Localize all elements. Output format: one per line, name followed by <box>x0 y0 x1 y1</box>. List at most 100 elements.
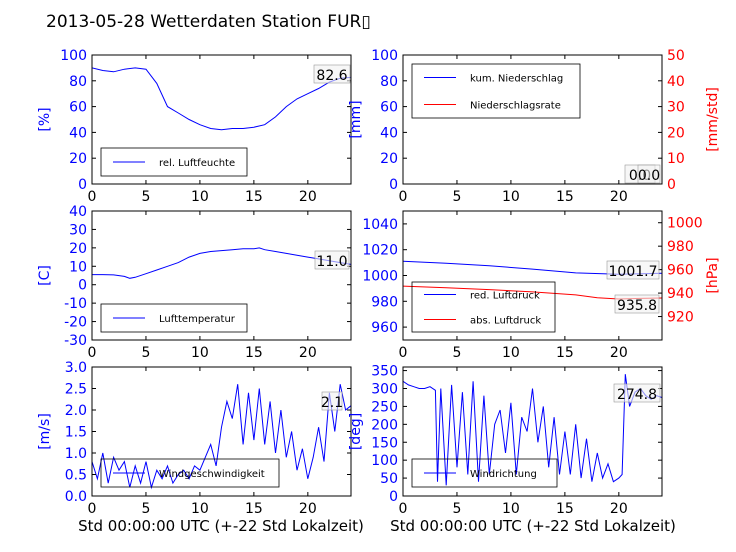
y-right-tick-label: 940 <box>667 286 694 302</box>
y-right-tick-label: 30 <box>667 100 685 116</box>
panel-humidity: 0 5 10 15 20 0 20 40 60 80 100 [%] rel. Luftfeuchte 8… <box>37 48 352 205</box>
y-tick-label: 50 <box>380 471 398 487</box>
y-tick-label: 20 <box>69 241 87 257</box>
annotation-box <box>613 383 661 403</box>
y-axis-label: [deg] <box>348 413 364 450</box>
x-axis-label-left: Std 00:00:00 UTC (+-22 Std Lokalzeit) <box>78 517 364 535</box>
y-right-tick-label: 960 <box>667 263 694 279</box>
panel-temperature: 0 5 10 15 20 -30 -20 -10 0 10 20 30 40 [C] Lufttempera… <box>37 204 352 361</box>
y-right-tick-label: 980 <box>667 239 694 255</box>
y-right-axis-label: [mm/std] <box>705 87 721 152</box>
y-tick-label: 40 <box>380 125 398 141</box>
x-tick-label: 20 <box>299 189 317 205</box>
x-tick-label: 20 <box>610 501 628 517</box>
legend-box <box>411 458 558 488</box>
x-tick-label: 0 <box>88 501 97 517</box>
legend-label: Lufttemperatur <box>159 314 236 325</box>
legend-label: Windgeschwindigkeit <box>159 469 265 480</box>
y-tick-label: 350 <box>371 364 398 380</box>
y-tick-label: 0 <box>389 489 398 505</box>
y-right-tick-label: 920 <box>667 310 694 326</box>
panel-precipitation: 0 5 10 15 20 0 20 40 60 80 100 0 10 20 30 40 50 [mm] [mm/s… <box>348 48 721 205</box>
y-tick-label: 250 <box>371 399 398 415</box>
x-tick-label: 10 <box>502 189 520 205</box>
annotation-value: 1001.7 <box>609 264 658 280</box>
y-tick-label: 10 <box>69 259 87 275</box>
x-tick-label: 10 <box>502 501 520 517</box>
legend-label: red. Luftdruck <box>470 291 540 302</box>
panel-wind-speed: 0 5 10 15 20 0.0 0.5 1.0 1.5 2.0 2.5 3.0 [m/s] Windge… <box>37 360 352 517</box>
series-line-wind-speed-0 <box>92 384 351 490</box>
y-tick-label: -30 <box>64 333 87 349</box>
x-tick-label: 5 <box>452 501 461 517</box>
x-tick-label: 0 <box>399 189 408 205</box>
y-tick-label: 0 <box>78 177 87 193</box>
y-right-tick-label: 10 <box>667 151 685 167</box>
legend-box <box>411 281 556 333</box>
y-tick-label: 1020 <box>362 243 398 259</box>
y-tick-label: 0 <box>78 278 87 294</box>
x-tick-label: 5 <box>141 345 150 361</box>
y-tick-label: 300 <box>371 382 398 398</box>
panel-wind-direction: 0 5 10 15 20050100150200250300350[deg]Windri… <box>348 364 663 517</box>
y-tick-label: 40 <box>69 204 87 220</box>
axes-frame <box>402 366 663 497</box>
x-tick-label: 15 <box>245 189 263 205</box>
y-tick-label: 100 <box>371 48 398 64</box>
y-right-tick-label: 20 <box>667 125 685 141</box>
y-tick-label: 60 <box>69 100 87 116</box>
y-tick-label: 1.0 <box>65 446 87 462</box>
annotation-value: 935.8 <box>617 298 657 314</box>
y-tick-label: 20 <box>69 151 87 167</box>
legend-label: kum. Niederschlag <box>470 74 563 85</box>
legend-box <box>100 458 280 488</box>
annotation-box <box>321 391 343 411</box>
y-tick-label: 1040 <box>362 217 398 233</box>
panel-pressure: 0 5 10 15 20 960 980 1000 1020 1040 920 940 960 980 10… <box>362 210 721 361</box>
legend-label: Windrichtung <box>470 469 537 480</box>
x-tick-label: 20 <box>299 501 317 517</box>
y-right-tick-label: 1000 <box>667 216 703 232</box>
y-tick-label: 2.5 <box>65 382 87 398</box>
y-right-axis-label: [hPa] <box>705 257 721 293</box>
y-tick-label: 960 <box>371 320 398 336</box>
x-tick-label: 10 <box>502 345 520 361</box>
y-axis-label: [C] <box>37 265 53 286</box>
legend-box <box>411 63 581 119</box>
y-tick-label: 3.0 <box>65 360 87 376</box>
y-tick-label: 1000 <box>362 269 398 285</box>
y-tick-label: 0 <box>389 177 398 193</box>
y-tick-label: 20 <box>380 151 398 167</box>
x-tick-label: 20 <box>610 345 628 361</box>
x-tick-label: 5 <box>141 501 150 517</box>
y-right-tick-label: 0 <box>667 177 676 193</box>
legend-box <box>100 303 248 333</box>
annotation-box <box>606 260 660 280</box>
y-axis-label: [%] <box>37 107 53 131</box>
legend-label: abs. Luftdruck <box>470 316 541 327</box>
annotation-value: 82.6 <box>316 68 347 84</box>
y-tick-label: 2.0 <box>65 403 87 419</box>
annotation-value: 274.8 <box>617 387 657 403</box>
x-tick-label: 5 <box>452 345 461 361</box>
x-axis-label-right: Std 00:00:00 UTC (+-22 Std Lokalzeit) <box>390 517 676 535</box>
x-tick-label: 0 <box>88 189 97 205</box>
y-tick-label: 200 <box>371 417 398 433</box>
x-tick-label: 15 <box>556 345 574 361</box>
series-line-temperature-0 <box>92 247 351 279</box>
x-tick-label: 15 <box>556 501 574 517</box>
axes-frame <box>402 54 663 185</box>
x-tick-label: 15 <box>556 189 574 205</box>
y-tick-label: 0.0 <box>65 489 87 505</box>
y-tick-label: 0.5 <box>65 468 87 484</box>
x-tick-label: 15 <box>245 501 263 517</box>
y-tick-label: -20 <box>64 315 87 331</box>
x-tick-label: 20 <box>610 189 628 205</box>
y-tick-label: -10 <box>64 296 87 312</box>
annotation-value: 2.1 <box>321 395 343 411</box>
y-tick-label: 100 <box>371 453 398 469</box>
x-tick-label: 0 <box>399 345 408 361</box>
x-tick-label: 0 <box>88 345 97 361</box>
y-tick-label: 60 <box>380 100 398 116</box>
